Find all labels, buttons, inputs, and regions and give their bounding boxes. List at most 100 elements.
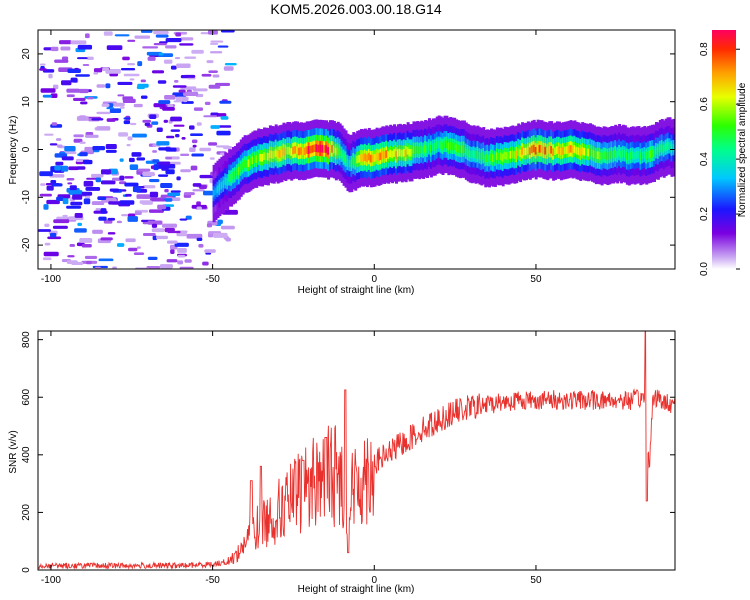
spectrogram-cell <box>217 219 223 225</box>
spectrogram-cell <box>131 152 142 157</box>
spectrogram-cell <box>140 30 153 33</box>
spectrogram-cell <box>38 229 51 232</box>
spectrogram-cell <box>183 192 195 196</box>
ridge-cell <box>542 146 546 155</box>
spectrogram-cell <box>46 199 60 205</box>
spectrogram-cell <box>129 78 135 81</box>
ridge-cell <box>664 143 668 152</box>
ridge-cell <box>433 143 437 151</box>
spectrogram-cell <box>98 216 107 221</box>
spectrogram-cell <box>56 196 64 201</box>
ridge-cell <box>460 145 464 153</box>
spectrogram-cell <box>62 198 69 205</box>
ridge-cell <box>499 152 503 161</box>
spectrogram-cell <box>151 70 165 74</box>
spectrogram-cell <box>206 60 214 64</box>
y-tick-label: 200 <box>21 504 32 521</box>
spectrogram-cell <box>147 56 156 61</box>
spectrogram-cell <box>162 107 175 111</box>
ridge-cell <box>400 149 404 158</box>
spectrogram-cell <box>136 85 145 90</box>
ridge-cell <box>307 146 311 154</box>
spectrogram-cell <box>122 98 136 104</box>
ridge-cell <box>296 146 300 154</box>
ridge-cell <box>406 147 410 155</box>
spectrogram-cell <box>67 68 81 74</box>
ridge-cell <box>544 146 548 155</box>
spectrogram-cell <box>134 267 150 269</box>
spectrogram-cell <box>122 56 130 61</box>
ridge-cell <box>393 149 397 157</box>
ridge-cell <box>484 154 488 163</box>
ridge-cell <box>602 151 606 159</box>
ridge-cell <box>585 148 589 157</box>
spectrogram-cell <box>179 43 194 46</box>
ridge-cell <box>367 152 371 161</box>
spectrogram-cell <box>54 165 61 171</box>
ridge-cell <box>429 144 433 153</box>
spectrogram-cell <box>210 125 220 129</box>
spectrogram-cell <box>167 192 181 197</box>
spectrogram-cell <box>76 166 86 170</box>
spectrogram-cell <box>42 257 52 261</box>
spectrogram-cell <box>113 102 125 107</box>
spectrogram-cell <box>43 204 49 210</box>
spectrogram-cell <box>106 118 116 122</box>
spectrogram-cell <box>220 30 235 33</box>
snr-y-label: SNR (v/v) <box>8 430 19 473</box>
spectrogram-cell <box>79 238 93 243</box>
ridge-cell <box>361 154 365 162</box>
ridge-cell <box>464 147 468 156</box>
spectrogram-cell <box>176 63 191 68</box>
spectrogram-cell <box>153 103 166 108</box>
ridge-cell <box>389 149 393 158</box>
spectrogram-cell <box>184 259 192 263</box>
spectrogram-cell <box>163 119 169 123</box>
ridge-cell <box>340 150 344 159</box>
spectrogram-cell <box>62 214 68 217</box>
spectrogram-cell <box>173 124 185 127</box>
spectrogram-cell <box>49 143 58 146</box>
spectrogram-cell <box>44 223 50 227</box>
ridge-cell <box>327 147 331 155</box>
ridge-cell <box>301 147 305 156</box>
colorbar: 0.0 0.2 0.4 0.6 0.8 Normalized spectral ampl… <box>699 30 748 276</box>
ridge-cell <box>422 146 426 155</box>
snr-x-label: Height of straight line (km) <box>298 584 415 595</box>
ridge-cell <box>305 146 309 154</box>
y-tick-label: 0 <box>21 146 32 152</box>
spectrogram-cell <box>120 68 136 71</box>
spectrogram-cell <box>107 217 116 221</box>
spectrogram-cell <box>125 238 136 243</box>
ridge-cell <box>263 152 267 160</box>
spectrogram-cell <box>73 97 86 102</box>
spectrogram-cell <box>203 115 218 118</box>
ridge-cell <box>643 150 647 159</box>
spectrogram-cell <box>73 134 84 138</box>
ridge-cell <box>445 140 449 149</box>
ridge-cell <box>534 146 538 155</box>
ridge-cell <box>503 151 507 160</box>
ridge-cell <box>515 150 519 159</box>
spectrogram-cell <box>219 100 232 104</box>
ridge-cell <box>651 149 655 158</box>
ridge-cell <box>247 159 251 168</box>
spectrogram-cell <box>50 180 57 184</box>
spectrogram-cell <box>158 174 169 177</box>
spectrogram-cell <box>146 265 161 269</box>
ridge-cell <box>462 145 466 153</box>
ridge-cell <box>319 144 323 153</box>
spectrogram-cell <box>52 225 68 229</box>
spectrogram-cell <box>66 94 75 98</box>
spectrogram-cell <box>114 34 130 37</box>
spectrogram-cell <box>105 143 117 150</box>
spectrogram-cell <box>192 183 202 187</box>
spectrogram-cell <box>101 103 110 107</box>
ridge-cell <box>369 154 373 163</box>
ridge-cell <box>536 144 540 153</box>
ridge-cell <box>245 160 249 168</box>
spectrogram-cell <box>123 120 131 125</box>
spectrogram-cell <box>66 260 78 264</box>
spectrogram-cell <box>206 223 213 228</box>
